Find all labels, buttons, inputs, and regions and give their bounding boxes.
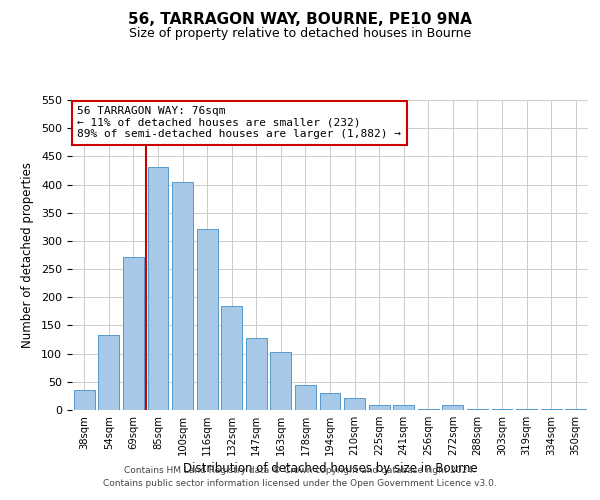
Bar	[565, 409, 586, 410]
Bar	[197, 228, 218, 410]
Bar	[295, 384, 316, 410]
Text: 56 TARRAGON WAY: 76sqm
← 11% of detached houses are smaller (232)
89% of semi-de: 56 TARRAGON WAY: 76sqm ← 11% of detached…	[77, 106, 401, 140]
Text: 56, TARRAGON WAY, BOURNE, PE10 9NA: 56, TARRAGON WAY, BOURNE, PE10 9NA	[128, 12, 472, 28]
Bar	[74, 390, 95, 410]
Bar	[98, 335, 119, 410]
Bar	[246, 338, 267, 410]
Bar	[271, 352, 292, 410]
Y-axis label: Number of detached properties: Number of detached properties	[21, 162, 34, 348]
Bar	[172, 182, 193, 410]
Text: Contains HM Land Registry data © Crown copyright and database right 2024.
Contai: Contains HM Land Registry data © Crown c…	[103, 466, 497, 487]
Text: Size of property relative to detached houses in Bourne: Size of property relative to detached ho…	[129, 28, 471, 40]
Bar	[148, 166, 169, 410]
Bar	[123, 258, 144, 410]
X-axis label: Distribution of detached houses by size in Bourne: Distribution of detached houses by size …	[182, 462, 478, 475]
Bar	[320, 393, 340, 410]
Bar	[344, 398, 365, 410]
Bar	[393, 406, 414, 410]
Bar	[221, 306, 242, 410]
Bar	[368, 406, 389, 410]
Bar	[442, 406, 463, 410]
Bar	[418, 409, 439, 410]
